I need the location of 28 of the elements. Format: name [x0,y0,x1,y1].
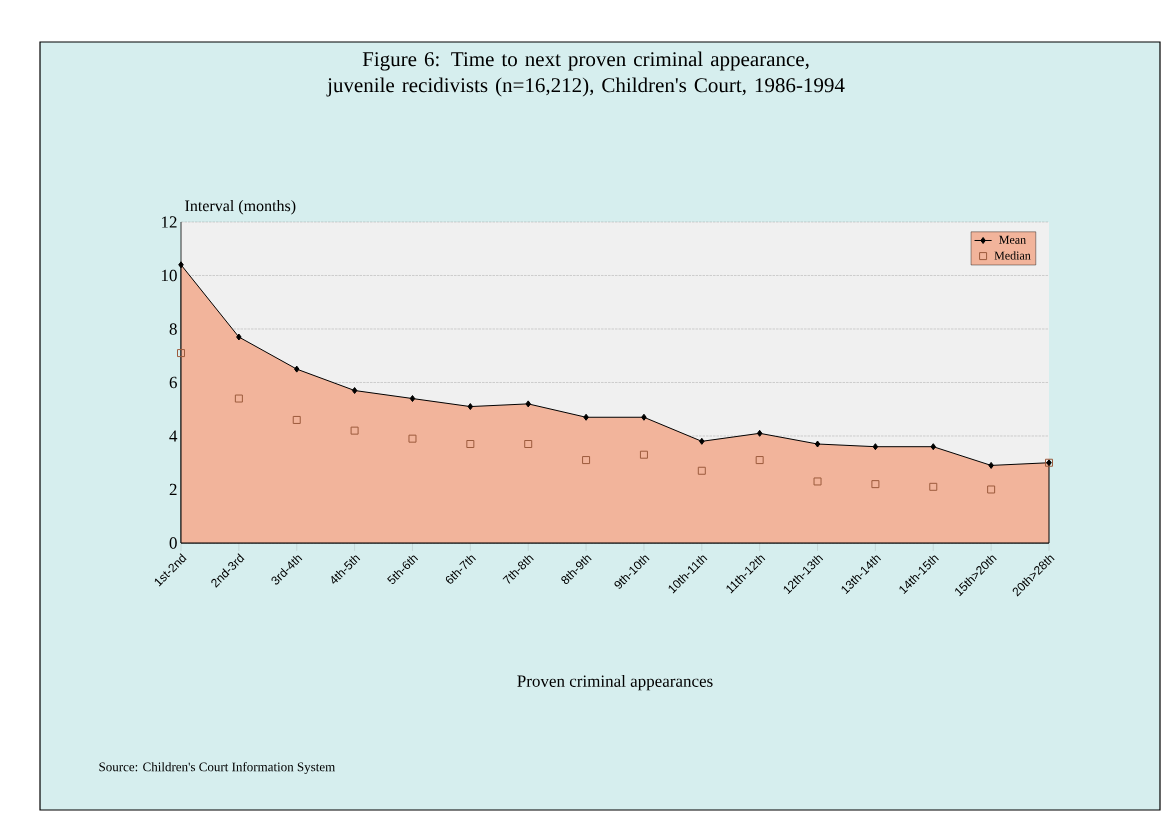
point [755,456,764,465]
point [292,415,301,424]
y-tick-label: 10 [161,269,177,282]
y-tick-label: 2 [169,483,177,496]
y-tick-label: 4 [169,430,178,442]
x-axis-title: Proven criminal appearances [517,674,713,691]
point [639,450,648,459]
point [350,426,359,435]
point [929,482,938,491]
legend-label: Mean [999,235,1026,244]
y-tick-label: 0 [169,537,177,549]
point [987,485,996,494]
y-tick-label: 6 [169,376,177,389]
point [871,480,880,489]
legend-label: Median [994,251,1031,260]
point [697,466,706,475]
point [524,440,533,449]
point [582,456,591,465]
point [177,349,186,358]
point [466,440,475,449]
point [813,477,822,486]
y-axis-title: Interval (months) [185,199,296,215]
y-tick-label: 8 [169,323,177,335]
y-tick-label: 12 [161,216,177,228]
chart-title: Figure 6: Time to next proven criminal appearance, juvenile recidivists (n=16,212), Children's Court, 1986-1994 [326,51,845,97]
point [408,434,417,443]
source-note: Source: Children's Court Information System [99,762,336,774]
point [234,394,243,403]
